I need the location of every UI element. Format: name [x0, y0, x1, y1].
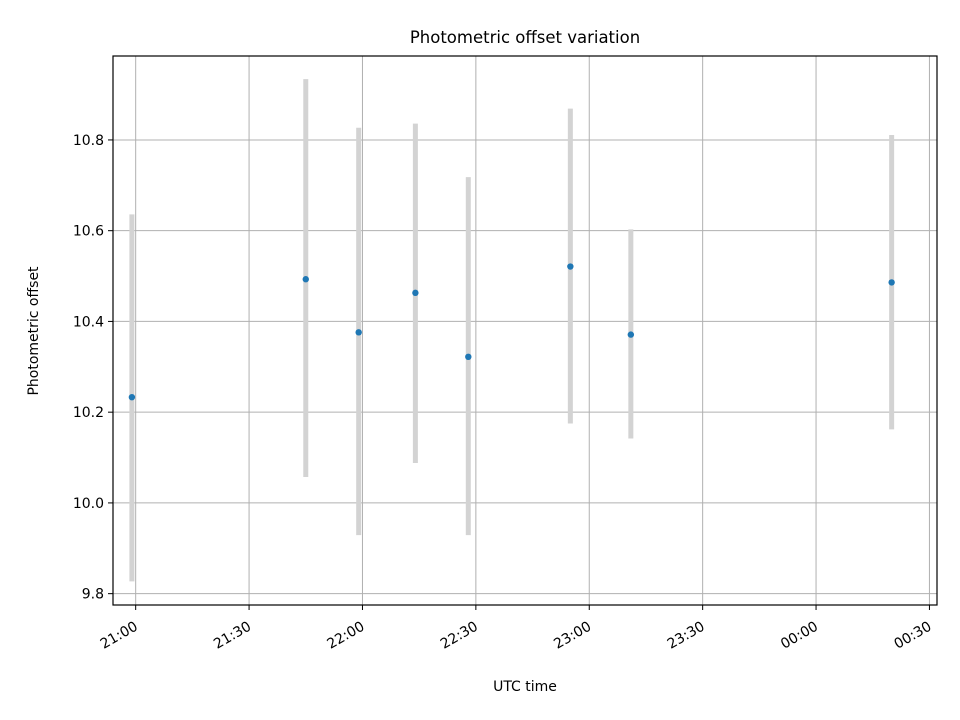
- y-tick-label: 10.2: [73, 405, 104, 421]
- chart-title: Photometric offset variation: [410, 28, 640, 47]
- data-point: [355, 329, 362, 336]
- data-point: [302, 276, 309, 283]
- y-axis-label: Photometric offset: [26, 266, 42, 396]
- x-axis-label: UTC time: [493, 679, 557, 695]
- y-tick-label: 10.6: [73, 224, 104, 240]
- plot-frame: [112, 55, 938, 606]
- data-points: [128, 263, 895, 401]
- data-point: [888, 279, 895, 286]
- data-point: [412, 289, 419, 297]
- y-axis-ticks: 9.8 10.0 10.2 10.4 10.6 10.8: [73, 133, 113, 603]
- y-tick-label: 9.8: [82, 587, 104, 603]
- y-tick-label: 10.8: [73, 133, 104, 149]
- y-tick-label: 10.0: [73, 496, 104, 512]
- data-point: [567, 263, 574, 270]
- grid: [113, 56, 937, 605]
- data-point: [465, 353, 472, 361]
- data-point: [627, 331, 635, 338]
- data-point: [128, 393, 136, 401]
- y-tick-label: 10.4: [73, 314, 104, 330]
